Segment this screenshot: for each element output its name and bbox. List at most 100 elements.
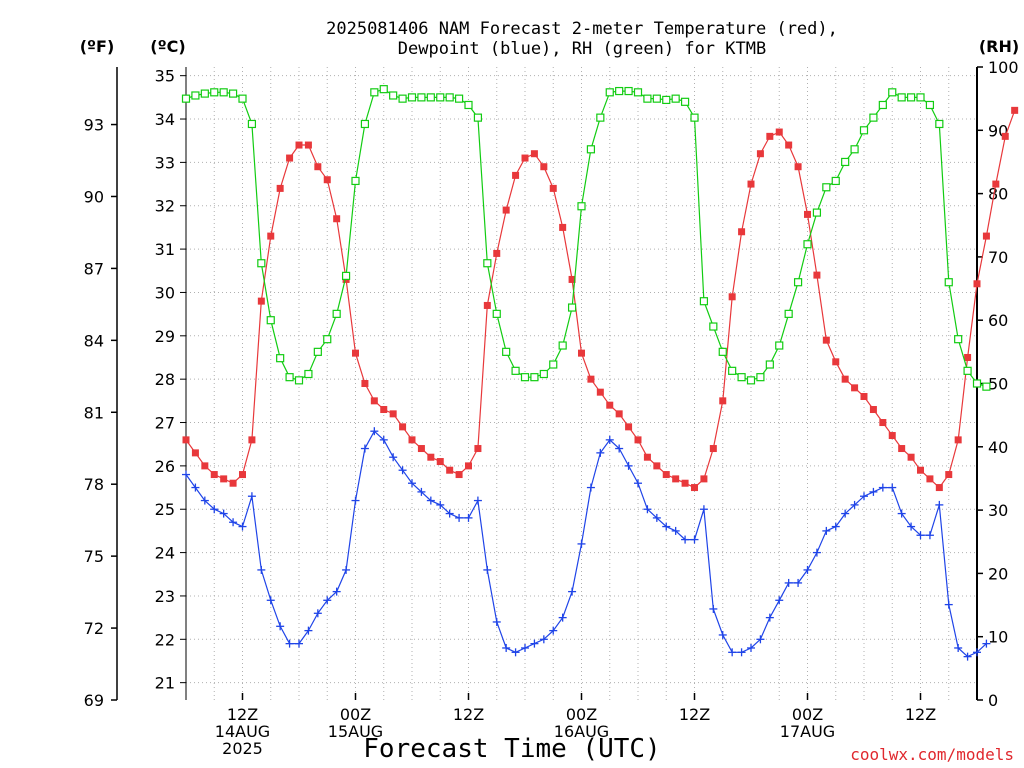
dewpoint-point [860, 492, 868, 501]
rh-point [483, 259, 492, 268]
rh-point [699, 297, 709, 306]
dewpoint-point [643, 505, 652, 514]
time-tick-label: 00Z [566, 705, 597, 724]
dewpoint-point [511, 648, 520, 657]
temperature-point [841, 375, 849, 383]
temperature-point [549, 184, 557, 192]
dewpoint-point [803, 565, 812, 574]
temperature-point [662, 471, 670, 479]
rh-point [379, 85, 388, 94]
dewpoint-point [238, 522, 247, 531]
dewpoint-point [671, 526, 680, 535]
celsius-axis-label: (ºC) [150, 37, 185, 56]
temperature-point [596, 388, 604, 396]
rh-tick-label: 0 [988, 691, 998, 710]
dewpoint-point [944, 600, 953, 609]
celsius-tick-label: 34 [155, 110, 175, 129]
temperature-point [182, 436, 190, 444]
temperature-point [389, 410, 397, 418]
temperature-point [465, 462, 472, 470]
grid-lines [186, 67, 977, 700]
dewpoint-point [229, 518, 238, 527]
temperature-point [756, 150, 764, 158]
rh-tick-label: 20 [988, 564, 1008, 583]
dewpoint-point [342, 565, 351, 574]
dewpoint-point [897, 509, 906, 518]
temperature-point [380, 406, 388, 414]
rh-point [332, 309, 341, 318]
fahrenheit-tick-label: 72 [84, 619, 104, 638]
rh-point [238, 94, 247, 103]
rh-tick-label: 60 [988, 311, 1008, 330]
temperature-point [1001, 132, 1009, 140]
rh-point [869, 113, 878, 122]
temperature-point [700, 475, 708, 483]
temperature-point [907, 453, 915, 461]
rh-point [690, 113, 699, 122]
temperature-point [634, 436, 642, 444]
rh-point [389, 91, 398, 100]
rh-point [436, 93, 445, 102]
dewpoint-point [878, 483, 887, 492]
dewpoint-point [247, 492, 256, 501]
rh-point [520, 373, 530, 382]
dewpoint-point [285, 639, 294, 648]
rh-point [709, 322, 718, 331]
temperature-point [578, 349, 585, 357]
time-tick-label: 2025 [222, 739, 263, 758]
dewpoint-point [558, 613, 567, 622]
dewpoint-point [794, 578, 803, 587]
temperature-point [267, 232, 275, 240]
temperature-point [408, 436, 416, 444]
temperature-point [804, 210, 811, 218]
celsius-tick-label: 35 [155, 67, 175, 86]
fahrenheit-tick-label: 87 [84, 259, 104, 278]
rh-point [426, 93, 435, 102]
temperature-point [1011, 106, 1019, 114]
fahrenheit-tick-label: 84 [84, 331, 104, 350]
celsius-tick-label: 25 [155, 500, 175, 519]
rh-point [577, 202, 586, 211]
dewpoint-point [935, 500, 944, 509]
dewpoint-point [756, 635, 765, 644]
rh-point [398, 94, 407, 103]
dewpoint-point [954, 643, 963, 652]
time-tick-label: 16AUG [554, 722, 609, 741]
dewpoint-point [831, 522, 840, 531]
temperature-point [832, 358, 840, 366]
temperature-point [286, 154, 294, 162]
rh-point [746, 376, 756, 385]
temperature-point [361, 380, 369, 387]
rh-point [567, 303, 577, 312]
fahrenheit-tick-label: 93 [84, 116, 104, 135]
rh-point [878, 100, 887, 110]
dewpoint-point [426, 496, 435, 505]
rh-point [793, 278, 803, 287]
temperature-point [898, 445, 906, 453]
dewpoint-point [737, 648, 746, 657]
rh-point [341, 271, 351, 280]
rh-point [859, 126, 869, 135]
rh-point [643, 94, 652, 103]
temperature-point [785, 141, 793, 149]
rh-point [417, 93, 426, 102]
rh-point [276, 354, 285, 363]
dewpoint-point [323, 596, 332, 605]
dewpoint-point [765, 613, 774, 622]
x-axis-title: Forecast Time (UTC) [363, 734, 660, 764]
rh-point [897, 93, 906, 102]
dewpoint-point [266, 596, 275, 605]
rh-point [652, 94, 661, 103]
dewpoint-point [492, 617, 501, 626]
temperature-point [352, 349, 359, 357]
rh-point [539, 369, 548, 379]
dewpoint-point [907, 522, 916, 531]
rh-point [850, 145, 859, 154]
temperature-point [323, 176, 331, 184]
temperature-point [333, 215, 341, 223]
dewpoint-point [379, 435, 388, 444]
rh-point [285, 373, 294, 382]
temperature-point [606, 401, 614, 409]
temperature-point [738, 228, 746, 236]
rh-point [954, 335, 963, 344]
